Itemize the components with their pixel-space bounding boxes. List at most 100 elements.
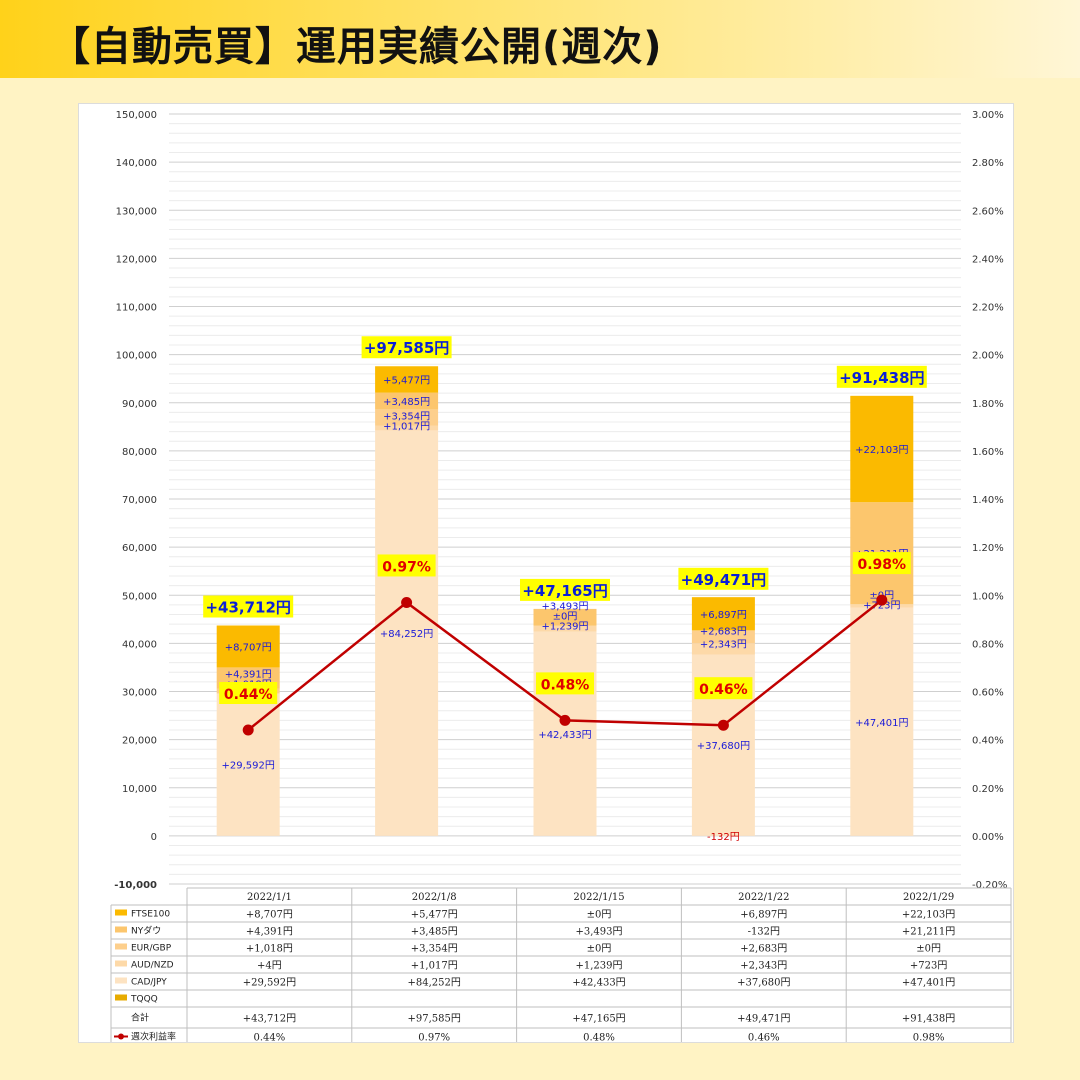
table-cell: +3,493円 bbox=[575, 927, 622, 938]
table-row-label: NYダウ bbox=[131, 925, 161, 937]
table-header-date: 2022/1/29 bbox=[903, 892, 954, 903]
bar-segment-audnzd bbox=[375, 425, 439, 431]
table-cell: +37,680円 bbox=[737, 978, 790, 989]
segment-value-label: +84,252円 bbox=[380, 629, 433, 640]
total-label-box bbox=[836, 365, 927, 388]
table-cell: 0.46% bbox=[748, 1033, 780, 1043]
total-value-label: +91,438円 bbox=[839, 369, 924, 387]
table-cell: +29,592円 bbox=[243, 978, 296, 989]
bar-segment-audnzd bbox=[691, 643, 755, 655]
right-axis-tick-label: 1.20% bbox=[972, 543, 1004, 554]
bar-segment-ftse100 bbox=[850, 395, 914, 503]
table-cell: +43,712円 bbox=[243, 1014, 296, 1025]
left-axis-tick-label: 10,000 bbox=[122, 784, 157, 795]
left-axis-tick-label: 60,000 bbox=[122, 543, 157, 554]
left-axis-tick-label: 0 bbox=[151, 832, 157, 843]
left-axis-tick-label: 80,000 bbox=[122, 447, 157, 458]
table-cell: +49,471円 bbox=[737, 1014, 790, 1025]
table-cell: +47,165円 bbox=[572, 1014, 625, 1025]
right-axis-tick-label: 2.20% bbox=[972, 303, 1004, 314]
weekly-return-label-box bbox=[219, 682, 278, 704]
segment-value-label: +3,493円 bbox=[541, 602, 588, 613]
right-axis-tick-label: 2.40% bbox=[972, 254, 1004, 265]
legend-color-key bbox=[115, 943, 127, 950]
bar-segment-ftse100 bbox=[691, 597, 755, 631]
table-cell: +6,897円 bbox=[740, 910, 787, 921]
table-cell: +1,018円 bbox=[246, 944, 293, 955]
table-row-label: 週次利益率 bbox=[131, 1031, 176, 1043]
right-axis-tick-label: 1.40% bbox=[972, 495, 1004, 506]
left-axis-tick-label: -10,000 bbox=[114, 880, 157, 891]
segment-value-label: -132円 bbox=[707, 832, 740, 843]
legend-color-key bbox=[115, 926, 127, 933]
legend-line-marker bbox=[118, 1033, 124, 1040]
table-cell: +21,211円 bbox=[902, 927, 955, 938]
right-axis-tick-label: 0.40% bbox=[972, 736, 1004, 747]
segment-value-label: +5,477円 bbox=[383, 375, 430, 386]
bar-segment-eurgbp bbox=[375, 409, 439, 426]
right-axis-tick-label: 0.80% bbox=[972, 639, 1004, 650]
table-cell: 0.44% bbox=[254, 1033, 286, 1043]
weekly-return-label: 0.97% bbox=[382, 559, 431, 575]
table-header-date: 2022/1/15 bbox=[573, 892, 624, 903]
right-axis-tick-label: 3.00% bbox=[972, 110, 1004, 121]
weekly-return-label-box bbox=[694, 677, 753, 700]
right-axis-tick-label: 0.60% bbox=[972, 688, 1004, 699]
table-row-label: AUD/NZD bbox=[131, 961, 174, 971]
table-header-date: 2022/1/8 bbox=[412, 892, 457, 903]
table-cell: ±0円 bbox=[916, 944, 941, 955]
segment-value-label: +2,343円 bbox=[700, 639, 747, 650]
bar-segment-cadjpy bbox=[375, 430, 439, 836]
bar-segment-ftse100 bbox=[216, 625, 280, 668]
bar-segment-cadjpy bbox=[850, 607, 914, 836]
page-title: 【自動売買】運用実績公開(週次) bbox=[50, 24, 663, 70]
table-cell: +42,433円 bbox=[572, 978, 625, 989]
segment-value-label: +1,239円 bbox=[541, 622, 588, 633]
table-row-label: TQQQ bbox=[130, 995, 158, 1005]
table-cell: -132円 bbox=[748, 927, 780, 938]
table-cell: +4円 bbox=[257, 961, 282, 972]
total-value-label: +97,585円 bbox=[364, 339, 449, 357]
table-cell: +84,252円 bbox=[408, 978, 461, 989]
table-row-label: EUR/GBP bbox=[131, 944, 172, 954]
right-axis-tick-label: 2.60% bbox=[972, 206, 1004, 217]
left-axis-tick-label: 130,000 bbox=[116, 206, 157, 217]
weekly-return-point bbox=[401, 596, 413, 608]
left-axis-tick-label: 100,000 bbox=[116, 351, 157, 362]
total-value-label: +43,712円 bbox=[205, 599, 290, 617]
table-cell: ±0円 bbox=[587, 910, 612, 921]
left-axis-tick-label: 50,000 bbox=[122, 591, 157, 602]
weekly-return-point bbox=[242, 724, 254, 736]
chart-panel: -10,000 0 10,000 20,000 30,000 40,000 50,000 60… bbox=[78, 103, 1014, 1043]
segment-value-label: +47,401円 bbox=[855, 718, 908, 729]
bar-segment-audnzd bbox=[533, 625, 597, 632]
table-header-date: 2022/1/22 bbox=[738, 892, 789, 903]
table-row-label: CAD/JPY bbox=[131, 978, 167, 988]
weekly-return-point bbox=[876, 594, 888, 606]
table-row-label: 合計 bbox=[131, 1012, 149, 1024]
bar-segment-ny bbox=[375, 392, 439, 410]
bar-segment-cadjpy bbox=[216, 693, 280, 836]
bar-segment-audnzd bbox=[850, 604, 914, 608]
table-cell: +97,585円 bbox=[408, 1014, 461, 1025]
table-row-label: FTSE100 bbox=[131, 910, 170, 920]
total-value-label: +49,471円 bbox=[681, 571, 766, 589]
right-axis-tick-label: 2.80% bbox=[972, 158, 1004, 169]
segment-value-label: +1,017円 bbox=[383, 422, 430, 433]
total-value-label: +47,165円 bbox=[522, 582, 607, 600]
table-cell: +1,017円 bbox=[411, 961, 458, 972]
bar-segment-eurgbp bbox=[691, 630, 755, 644]
table-cell: +8,707円 bbox=[246, 910, 293, 921]
bar-segment-ftse100 bbox=[375, 366, 439, 393]
legend-color-key bbox=[115, 994, 127, 1001]
weekly-return-label: 0.46% bbox=[699, 682, 748, 698]
table-cell: +47,401円 bbox=[902, 978, 955, 989]
segment-value-label: +37,680円 bbox=[697, 741, 750, 752]
table-cell: 0.98% bbox=[913, 1033, 945, 1043]
segment-value-label: +8,707円 bbox=[225, 642, 272, 653]
right-axis-tick-label: 0.20% bbox=[972, 784, 1004, 795]
segment-value-label: +42,433円 bbox=[538, 730, 591, 741]
total-label-box bbox=[678, 567, 769, 590]
left-axis-tick-label: 30,000 bbox=[122, 688, 157, 699]
table-cell: +91,438円 bbox=[902, 1014, 955, 1025]
